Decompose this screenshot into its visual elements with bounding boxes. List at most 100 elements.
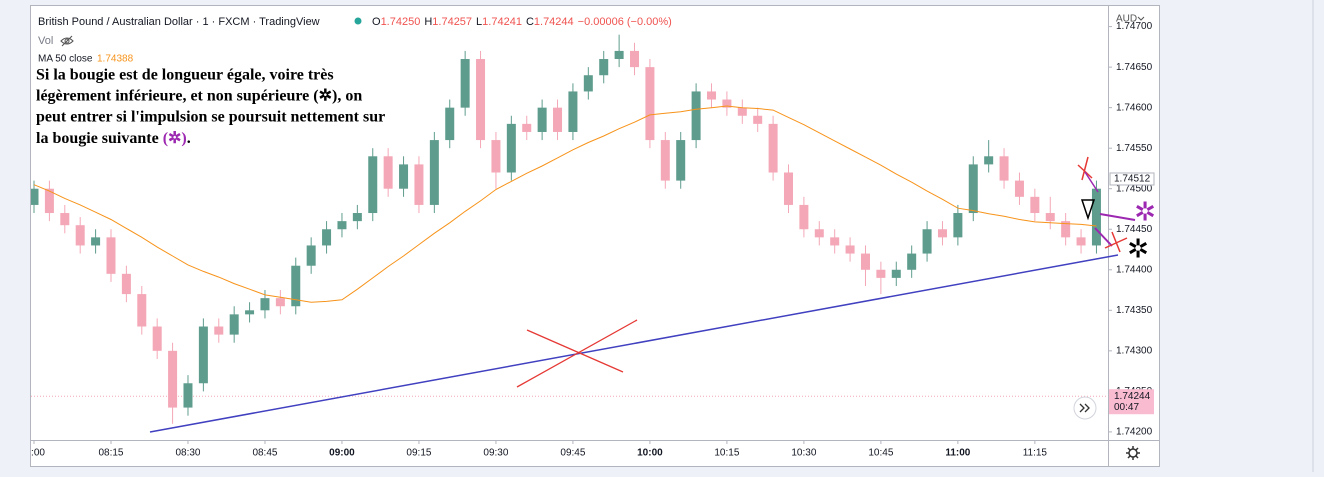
annotation-line: légèrement inférieure, et non supérieure… bbox=[36, 88, 362, 105]
candle-body bbox=[322, 229, 332, 246]
y-tick-label: 1.74550 bbox=[1116, 143, 1153, 154]
ohlc-key: O bbox=[372, 16, 381, 28]
plot bbox=[31, 34, 1108, 424]
trend-line bbox=[149, 254, 1119, 433]
candle-body bbox=[60, 213, 70, 226]
candle-body bbox=[429, 140, 439, 205]
ohlc-key: L bbox=[476, 16, 482, 28]
annotation-text: . bbox=[187, 130, 191, 147]
ohlc-value: 1.74244 bbox=[534, 16, 574, 28]
annotation-text: la bougie suivante bbox=[36, 130, 163, 147]
candle-body bbox=[814, 229, 824, 238]
ohlc-value: 1.74241 bbox=[482, 16, 522, 28]
candle-body bbox=[229, 314, 239, 335]
candle-body bbox=[91, 237, 101, 246]
y-tick-label: 1.74300 bbox=[1116, 345, 1153, 356]
candle-body bbox=[106, 237, 116, 274]
x-tick-label: :00 bbox=[31, 448, 45, 459]
drawings: ✲ ✲ bbox=[149, 156, 1156, 433]
pointer-line bbox=[1099, 213, 1136, 221]
candle-body bbox=[291, 265, 301, 307]
x-tick-label: 08:45 bbox=[252, 448, 277, 459]
y-tick-label: 1.74350 bbox=[1116, 305, 1153, 316]
candle-body bbox=[722, 99, 732, 108]
candle-body bbox=[506, 123, 516, 173]
candle-body bbox=[399, 164, 409, 189]
candle-body bbox=[137, 294, 147, 327]
candle-body bbox=[707, 91, 717, 100]
candle-body bbox=[845, 245, 855, 254]
candle-body bbox=[1030, 196, 1040, 214]
marker-price-box bbox=[1109, 172, 1155, 186]
marker-price-label: 1.74512 bbox=[1114, 174, 1151, 185]
candle-body bbox=[198, 326, 208, 384]
candle-body bbox=[275, 298, 285, 307]
last-price-label: 1.74244 bbox=[1114, 391, 1151, 402]
candle-body bbox=[999, 156, 1009, 181]
candle-body bbox=[768, 123, 778, 173]
pointer-line bbox=[1084, 171, 1099, 193]
candle-body bbox=[460, 59, 470, 108]
candle-body bbox=[614, 50, 624, 60]
volume-label: Vol bbox=[38, 35, 53, 47]
cross-mark bbox=[1081, 156, 1089, 181]
annotation-line: Si la bougie est de longueur égale, voir… bbox=[36, 67, 334, 84]
star-mark: ✲ bbox=[1134, 198, 1156, 228]
ohlc-key: H bbox=[424, 16, 432, 28]
candle-body bbox=[352, 213, 362, 222]
candle-body bbox=[1014, 180, 1024, 197]
y-tick-label: 1.74450 bbox=[1116, 224, 1153, 235]
x-tick-label: 08:15 bbox=[98, 448, 123, 459]
dropdown-arrow[interactable] bbox=[1137, 16, 1145, 21]
candle-body bbox=[260, 298, 270, 311]
candle-body bbox=[583, 75, 593, 92]
candle-body bbox=[984, 156, 994, 165]
candle-body bbox=[783, 172, 793, 205]
ma-line bbox=[33, 105, 1097, 303]
candle-body bbox=[183, 383, 193, 408]
candle-body bbox=[383, 156, 393, 189]
chart-frame bbox=[30, 5, 1160, 467]
cross-mark bbox=[1077, 164, 1093, 179]
candle-body bbox=[876, 269, 886, 278]
currency-label[interactable]: AUD bbox=[1116, 14, 1137, 25]
candle-body bbox=[537, 107, 547, 132]
candle-body bbox=[599, 59, 609, 76]
candle-body bbox=[753, 115, 763, 124]
candle-body bbox=[737, 107, 747, 116]
countdown-label: 00:47 bbox=[1114, 402, 1139, 413]
candle-body bbox=[491, 140, 501, 173]
candle-body bbox=[922, 229, 932, 254]
eye-off-icon[interactable] bbox=[60, 35, 74, 47]
candle-body bbox=[860, 253, 870, 270]
x-tick-label: 09:15 bbox=[406, 448, 431, 459]
ohlc-value: 1.74250 bbox=[381, 16, 421, 28]
candle-body bbox=[306, 245, 316, 266]
candle-body bbox=[476, 59, 486, 141]
cross-mark bbox=[516, 319, 638, 388]
x-tick-label: 10:45 bbox=[868, 448, 893, 459]
candle-body bbox=[337, 221, 347, 230]
y-tick-label: 1.74600 bbox=[1116, 102, 1153, 113]
candle-body bbox=[553, 107, 563, 132]
scroll-button[interactable] bbox=[1073, 396, 1097, 420]
settings-gear[interactable] bbox=[1126, 446, 1140, 460]
candle-body bbox=[968, 164, 978, 214]
candle-body bbox=[1091, 188, 1101, 246]
candle-body bbox=[953, 213, 963, 238]
ma-label: MA 50 close bbox=[38, 54, 93, 65]
star-mark: ✲ bbox=[1127, 235, 1149, 265]
x-tick-label: 11:00 bbox=[945, 448, 970, 459]
ohlc-value: 1.74257 bbox=[432, 16, 472, 28]
x-tick-label: 09:30 bbox=[483, 448, 508, 459]
candle-body bbox=[414, 164, 424, 205]
candle-body bbox=[1076, 237, 1086, 246]
ohlc-header: O1.74250 H1.74257 L1.74241 C1.74244 −0.00006… bbox=[372, 16, 672, 28]
candle-body bbox=[152, 326, 162, 351]
candle-body bbox=[830, 237, 840, 246]
candle-body bbox=[660, 140, 670, 181]
ohlc-key: C bbox=[526, 16, 534, 28]
candle-body bbox=[245, 310, 255, 315]
candle-body bbox=[645, 67, 655, 141]
candle-body bbox=[44, 188, 54, 214]
